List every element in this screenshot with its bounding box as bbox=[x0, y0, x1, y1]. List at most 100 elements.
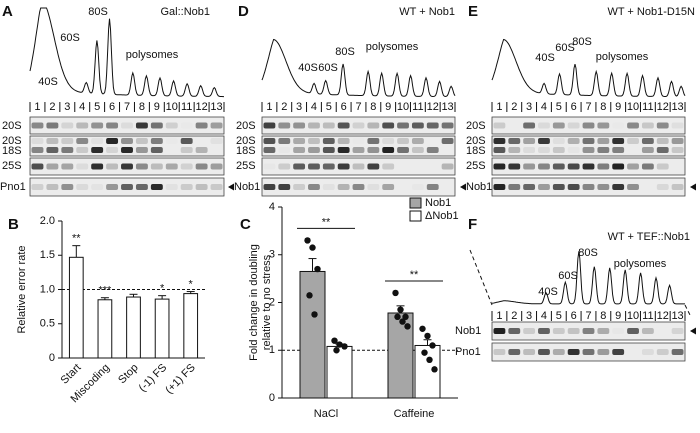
band bbox=[382, 163, 395, 170]
band bbox=[567, 349, 580, 355]
blot bbox=[261, 177, 456, 197]
blot-label: 18S bbox=[2, 145, 22, 157]
fraction-label: 12 bbox=[657, 101, 669, 113]
band bbox=[195, 122, 208, 129]
band bbox=[538, 349, 550, 355]
data-point bbox=[402, 313, 409, 321]
bar bbox=[183, 293, 199, 359]
data-point bbox=[429, 342, 436, 349]
band bbox=[493, 163, 506, 170]
blot bbox=[29, 135, 225, 157]
band bbox=[641, 147, 654, 153]
band bbox=[135, 184, 148, 190]
panel-label: A bbox=[2, 3, 13, 20]
band bbox=[278, 147, 290, 153]
band bbox=[671, 138, 684, 144]
panel-label: B bbox=[8, 216, 19, 233]
band bbox=[382, 184, 395, 190]
y-tick-label: 0.5 bbox=[40, 318, 55, 330]
data-point bbox=[424, 332, 431, 340]
band bbox=[627, 122, 639, 129]
band bbox=[493, 138, 506, 144]
band bbox=[263, 147, 276, 153]
fraction-label: 13 bbox=[210, 101, 222, 113]
blot-label: Pno1 bbox=[0, 181, 26, 193]
band bbox=[106, 184, 119, 190]
blot-label: 25S bbox=[466, 160, 486, 172]
fraction-label: 9 bbox=[154, 101, 160, 113]
band bbox=[582, 328, 595, 334]
band bbox=[612, 328, 624, 334]
band bbox=[263, 184, 276, 190]
band bbox=[91, 147, 104, 153]
band bbox=[367, 147, 380, 153]
peak-label: 60S bbox=[558, 270, 578, 282]
band bbox=[508, 147, 521, 153]
blot-label: 20S bbox=[236, 120, 256, 132]
fraction-label: 12 bbox=[195, 101, 207, 113]
fraction-label: 13 bbox=[441, 101, 453, 113]
peak-label: 40S bbox=[38, 76, 58, 88]
band bbox=[293, 122, 306, 129]
band bbox=[31, 184, 44, 190]
band bbox=[106, 163, 119, 170]
band bbox=[195, 163, 208, 170]
arrowhead bbox=[690, 183, 696, 191]
peak-label: polysomes bbox=[126, 49, 179, 61]
fraction-label: 6 bbox=[571, 101, 577, 113]
panel-title: WT + TEF::Nob1 bbox=[608, 231, 690, 243]
band bbox=[382, 122, 395, 129]
x-tick-label: NaCl bbox=[314, 408, 338, 420]
band bbox=[411, 138, 424, 144]
fraction-label: 4 bbox=[541, 310, 547, 322]
fraction-label: 1 bbox=[496, 310, 502, 322]
band bbox=[150, 184, 163, 190]
band bbox=[523, 122, 536, 129]
band bbox=[552, 184, 565, 190]
band bbox=[508, 349, 521, 355]
x-tick-label: (+1) FS bbox=[163, 362, 198, 397]
peak-label: polysomes bbox=[596, 51, 649, 63]
band bbox=[337, 138, 350, 144]
peak-label: 40S bbox=[535, 52, 555, 64]
arrowhead bbox=[690, 327, 696, 335]
blot bbox=[261, 116, 456, 135]
fraction-label: 9 bbox=[615, 310, 621, 322]
y-axis-label: Relative error rate bbox=[16, 245, 28, 333]
band bbox=[552, 328, 565, 334]
data-point bbox=[394, 313, 401, 321]
fraction-label: 3 bbox=[526, 101, 532, 113]
fraction-label: 6 bbox=[109, 101, 115, 113]
fraction-label: 10 bbox=[627, 101, 639, 113]
band bbox=[367, 122, 380, 129]
band bbox=[293, 147, 306, 153]
fraction-label: 4 bbox=[541, 101, 547, 113]
band bbox=[121, 147, 133, 153]
data-point bbox=[426, 356, 433, 363]
band bbox=[441, 163, 454, 170]
band bbox=[597, 349, 610, 355]
band bbox=[523, 147, 536, 153]
data-point bbox=[404, 323, 411, 330]
band bbox=[46, 138, 59, 144]
band bbox=[293, 163, 306, 170]
band bbox=[367, 184, 380, 190]
fraction-label: 7 bbox=[585, 101, 591, 113]
band bbox=[597, 163, 610, 170]
band bbox=[426, 147, 439, 153]
band bbox=[656, 122, 669, 129]
fraction-label: 1 bbox=[496, 101, 502, 113]
band bbox=[523, 328, 536, 334]
band bbox=[523, 138, 536, 144]
y-tick-label: 2 bbox=[269, 296, 275, 308]
band bbox=[582, 147, 595, 153]
y-tick-label: 1.5 bbox=[40, 249, 55, 261]
band bbox=[656, 138, 669, 144]
band bbox=[493, 349, 506, 355]
peak-label: 60S bbox=[555, 42, 575, 54]
data-point bbox=[421, 349, 428, 356]
band bbox=[121, 122, 133, 129]
blot bbox=[261, 157, 456, 176]
band bbox=[121, 163, 133, 170]
band bbox=[612, 147, 625, 153]
